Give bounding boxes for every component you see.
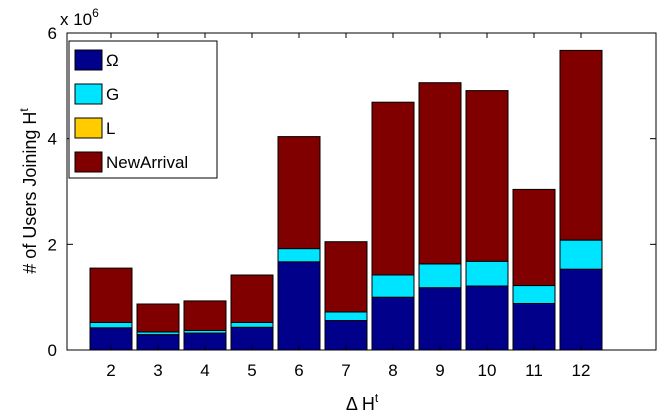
legend: ΩGL NewArrival — [68, 40, 218, 179]
bar-8-series-3 — [371, 101, 415, 276]
bar-7-series-3 — [324, 241, 368, 313]
bar-6-series-0 — [277, 261, 321, 351]
y-tick-label: 6 — [48, 24, 57, 43]
x-tick-label: 9 — [435, 361, 444, 380]
bar-11-series-3 — [512, 188, 556, 287]
x-tick-label: 12 — [572, 361, 591, 380]
x-tick-label: 10 — [478, 361, 497, 380]
bar-6-series-1 — [277, 248, 321, 263]
legend-label-3: NewArrival — [106, 153, 188, 172]
bar-10-series-0 — [465, 285, 509, 351]
bar-4-series-3 — [183, 300, 227, 331]
x-tick-label: 4 — [200, 361, 209, 380]
y-tick-label: 4 — [48, 130, 57, 149]
bar-12-series-0 — [559, 268, 603, 351]
x-tick-label: 6 — [294, 361, 303, 380]
y-tick-label: 0 — [48, 341, 57, 360]
x-tick-label: 8 — [388, 361, 397, 380]
y-multiplier: x 106 — [60, 6, 99, 29]
legend-swatch-2 — [74, 117, 103, 139]
bar-9-series-0 — [418, 287, 462, 351]
legend-swatch-0 — [74, 49, 103, 71]
bar-8-series-1 — [371, 274, 415, 298]
x-tick-label: 2 — [106, 361, 115, 380]
x-tick-label: 3 — [153, 361, 162, 380]
bar-10-series-1 — [465, 260, 509, 287]
legend-label-2: L — [106, 119, 115, 138]
bar-5-series-1 — [230, 322, 274, 328]
bar-12-series-1 — [559, 239, 603, 270]
bar-11-series-1 — [512, 285, 556, 304]
bar-12-series-3 — [559, 49, 603, 241]
ticks-group: 2 3 4 5 6 7 8 9 10 11 12 0 2 4 6 — [48, 24, 656, 380]
bar-7-series-1 — [324, 311, 368, 321]
bar-2-series-1 — [89, 322, 133, 329]
bar-9-series-1 — [418, 263, 462, 289]
y-axis-label: # of Users Joining Ht — [17, 108, 40, 274]
legend-label-0: Ω — [106, 51, 119, 70]
x-tick-label: 5 — [247, 361, 256, 380]
y-tick-label: 2 — [48, 235, 57, 254]
bars-group — [89, 49, 603, 351]
bar-5-series-3 — [230, 274, 274, 323]
x-tick-label: 7 — [341, 361, 350, 380]
bar-2-series-3 — [89, 267, 133, 324]
bar-8-series-0 — [371, 296, 415, 351]
bar-6-series-3 — [277, 136, 321, 250]
x-axis-label: Δ Ht — [346, 391, 379, 414]
legend-swatch-3 — [74, 151, 103, 173]
legend-swatch-1 — [74, 83, 103, 105]
bar-10-series-3 — [465, 90, 509, 262]
bar-9-series-3 — [418, 82, 462, 265]
legend-label-1: G — [106, 85, 119, 104]
bar-3-series-3 — [136, 303, 180, 333]
x-tick-label: 11 — [525, 361, 543, 380]
bar-11-series-0 — [512, 303, 556, 351]
